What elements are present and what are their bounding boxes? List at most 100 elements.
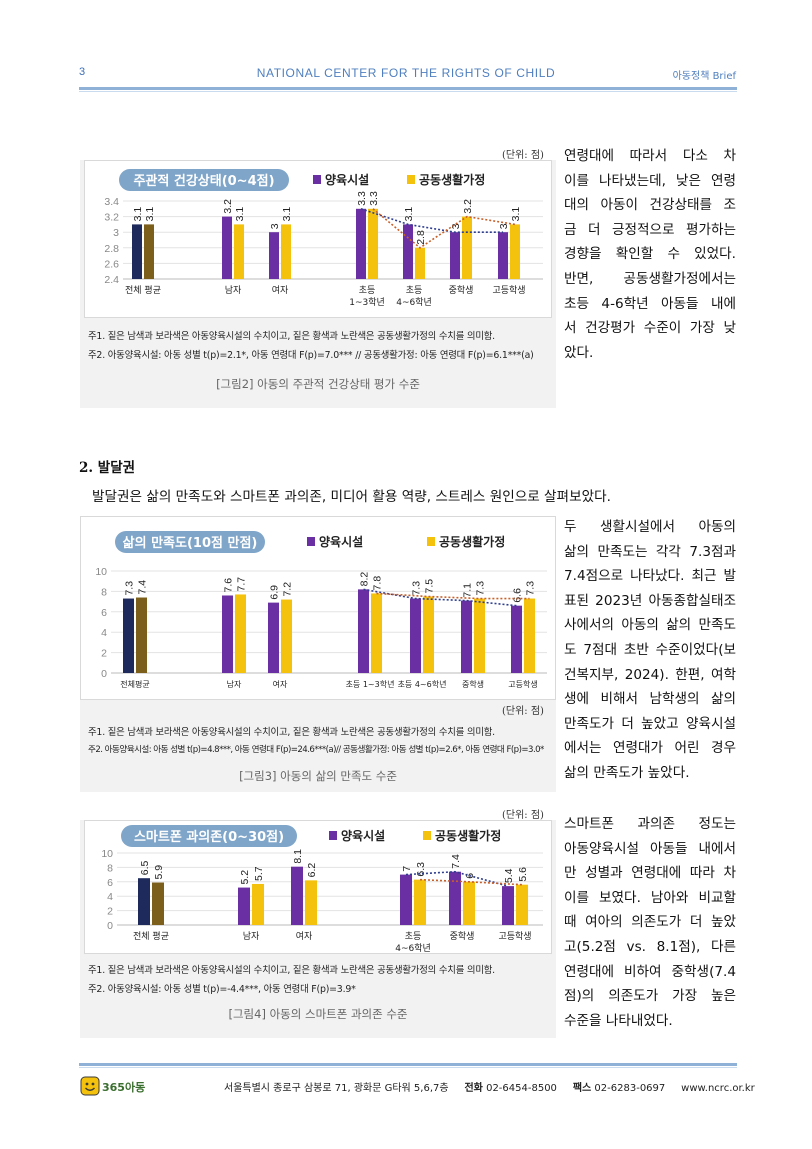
bar-series2 [462,216,472,279]
y-tick-label: 6 [101,607,107,619]
bar-series2 [252,883,264,925]
tel: 02-6454-8500 [486,1083,557,1094]
bar-series2 [415,247,425,279]
data-label-series2: 2.8 [415,230,427,245]
bar-series2 [136,597,147,673]
bar-series2 [516,884,528,925]
fig2-note-1: 주1. 짙은 남색과 보라색은 아동양육시설의 수치이고, 짙은 황색과 노란색… [88,331,495,342]
bar-series1 [450,232,460,279]
bar-series2 [281,224,291,279]
x-category-label: 초등 [405,931,422,942]
bar-series1 [123,598,134,673]
side-line: 사에서의 아동의 삶의 만족도 [564,617,736,634]
y-tick-label: 2 [107,906,113,918]
data-label-series2: 7.2 [282,582,294,597]
data-label-series1: 8.2 [359,572,371,587]
legend-label: 공동생활가정 [435,828,501,843]
bar-series1 [268,602,279,673]
x-category-label: 1~3학년 [349,297,385,308]
bar-series2 [281,599,292,673]
y-tick-label: 2.4 [104,274,119,286]
data-label-series1: 3.1 [132,207,144,222]
side-line: 금 더 긍정적으로 평가하는 [564,221,736,238]
data-label-series1: 6.6 [512,588,524,603]
data-label-series2: 5.7 [253,866,265,881]
legend-label: 양육시설 [319,534,363,549]
x-category-label: 초등 [359,285,376,296]
bar-series2 [305,880,317,925]
fax: 02-6283-0697 [594,1083,666,1094]
y-tick-label: 0 [107,920,113,932]
y-tick-label: 2 [101,648,107,660]
side-line: 삶의 만족도가 높았다. [564,764,690,781]
side-line: 건복지부, 2024). 한편, 여학 [564,666,736,683]
website[interactable]: www.ncrc.or.kr [681,1083,755,1094]
x-category-label: 중학생 [449,285,474,296]
bar-series1 [400,874,412,925]
tel-label: 전화 [464,1083,483,1094]
bar-series2 [463,881,475,925]
side-line: 점)의 의존도가 가장 높은 [564,988,736,1005]
bar-series1 [138,878,150,925]
chart-title-pill [121,825,297,847]
chart-svg: 스마트폰 과의존(0~30점) 양육시설 공동생활가정 10 8 6 4 2 0 6.5 5.9 전체… [101,825,543,953]
legend-swatch [423,831,431,840]
bar-series2 [368,208,378,279]
bar-series1 [461,600,472,673]
address: 서울특별시 종로구 삼봉로 71, 광화문 G타워 5,6,7층 [224,1083,449,1094]
data-label-series2: 7.3 [475,581,487,596]
data-label-series2: 3.2 [462,199,474,214]
trend-series2 [419,878,523,886]
x-category-label: 여자 [273,679,288,689]
legend-swatch [427,537,435,546]
header-rule [79,87,737,90]
y-tick-label: 0 [101,668,107,680]
side-line: 반면, 공동생활가정에서는 [564,270,736,287]
x-category-label: 중학생 [462,679,484,689]
side-line: 표된 2023년 아동종합실태조 [564,592,736,609]
data-label-series2: 7.7 [236,577,248,592]
side-line: 삶의 만족도는 각각 7.3점과 [564,543,736,560]
x-category-label: 전체 평균 [133,931,169,942]
data-label-series2: 5.9 [153,865,165,880]
fig4-note-2: 주2. 아동양육시설: 아동 성별 t(p)=-4.4***, 아동 연령대 F… [88,984,356,995]
side-line: 7.4점으로 나타났다. 최근 발 [564,568,736,585]
x-category-label: 초등 1~3학년 [346,679,395,689]
side-line: 때 여아의 의존도가 더 높았 [564,914,736,931]
legend-label: 공동생활가정 [439,534,505,549]
data-label-series2: 7.8 [372,576,384,591]
fig2-unit: (단위: 점) [502,150,544,161]
x-category-label: 4~6학년 [396,297,432,308]
y-tick-label: 10 [101,848,113,860]
x-category-label: 4~6학년 [395,943,431,953]
side-line: 두 생활시설에서 아동의 [564,519,736,535]
bar-series1 [132,224,142,279]
y-tick-label: 4 [101,627,107,639]
x-category-label: 초등 [406,285,423,296]
bar-series2 [144,224,154,279]
side-line: 아동양육시설 아동들 내에서 [564,840,736,857]
x-category-label: 고등학생 [492,285,525,296]
data-label-series2: 3.1 [144,207,156,222]
y-tick-label: 3 [113,227,119,239]
x-category-label: 남자 [225,285,242,296]
fig3-unit: (단위: 점) [502,706,544,717]
footer-address: 서울특별시 종로구 삼봉로 71, 광화문 G타워 5,6,7층 전화 02-6… [224,1079,755,1094]
bar-series2 [474,598,485,673]
chart-title: 스마트폰 과의존(0~30점) [134,829,284,845]
bar-series1 [449,871,461,925]
x-category-label: 고등학생 [508,679,537,689]
data-label-series2: 5.6 [517,867,529,882]
bar-series1 [498,232,508,279]
bar-series1 [356,208,366,279]
fig4-note-1: 주1. 짙은 남색과 보라색은 아동양육시설의 수치이고, 짙은 황색과 노란색… [88,965,495,976]
x-category-label: 중학생 [450,931,475,942]
trend-series2 [372,208,516,249]
legend-label: 양육시설 [325,172,369,187]
side-line: 이를 나타냈는데, 낮은 연령 [564,172,736,189]
fig2-note-2: 주2. 아동양육시설: 아동 성별 t(p)=2.1*, 아동 연령대 F(p)… [88,350,534,361]
data-label-series1: 7.4 [450,854,462,869]
side-line: 대의 아동이 건강상태를 조 [564,197,736,214]
side-line: 수준을 나타내었다. [564,1012,673,1029]
